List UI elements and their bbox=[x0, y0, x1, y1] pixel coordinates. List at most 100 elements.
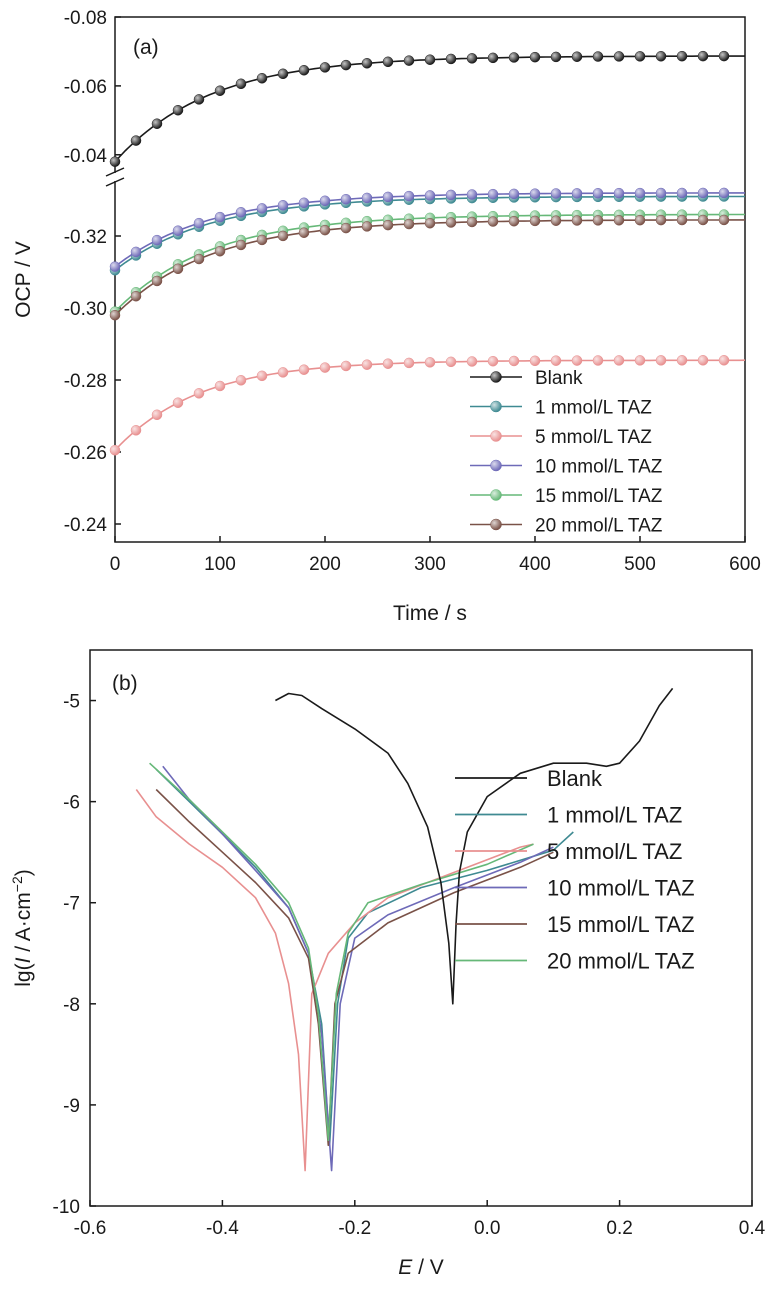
data-point bbox=[256, 72, 268, 84]
data-point bbox=[361, 58, 373, 69]
x-tick-label: 600 bbox=[729, 554, 761, 575]
data-point bbox=[340, 222, 352, 234]
data-point bbox=[235, 239, 247, 251]
data-point bbox=[214, 245, 226, 257]
data-point bbox=[214, 85, 226, 96]
data-point bbox=[382, 358, 394, 369]
data-point bbox=[193, 217, 205, 229]
y-tick-label: -10 bbox=[53, 1197, 80, 1218]
data-point bbox=[403, 55, 415, 66]
data-point bbox=[130, 425, 142, 436]
data-point bbox=[172, 397, 184, 408]
data-point bbox=[634, 51, 646, 62]
data-point bbox=[529, 51, 541, 63]
legend-label: 15 mmol/L TAZ bbox=[547, 912, 695, 937]
y-tick-label: -0.06 bbox=[64, 77, 107, 98]
series-line bbox=[155, 788, 554, 1147]
data-point bbox=[655, 355, 667, 366]
data-point bbox=[676, 50, 688, 62]
x-tick-label: 0.2 bbox=[606, 1218, 632, 1239]
data-point bbox=[592, 51, 604, 62]
data-point bbox=[235, 375, 247, 386]
data-point bbox=[529, 355, 541, 367]
data-point bbox=[718, 355, 730, 366]
data-point bbox=[109, 309, 121, 321]
data-point bbox=[193, 94, 205, 105]
data-point bbox=[319, 224, 331, 236]
y-tick-label: -0.08 bbox=[64, 8, 107, 29]
legend-label: 20 mmol/L TAZ bbox=[547, 949, 695, 974]
series-line bbox=[114, 219, 745, 316]
data-point bbox=[361, 221, 373, 232]
x-tick-label: 300 bbox=[414, 554, 446, 575]
data-point bbox=[466, 189, 478, 200]
data-point bbox=[193, 253, 205, 265]
data-point bbox=[214, 211, 226, 223]
data-point bbox=[151, 118, 163, 129]
data-point bbox=[613, 51, 625, 62]
panel-label: (b) bbox=[112, 672, 138, 695]
y-tick-label: -0.04 bbox=[64, 146, 108, 167]
legend-label: 1 mmol/L TAZ bbox=[547, 803, 682, 828]
legend-label: 5 mmol/L TAZ bbox=[547, 839, 682, 864]
series-line bbox=[149, 762, 534, 1142]
data-point bbox=[634, 187, 646, 199]
data-point bbox=[256, 234, 268, 246]
data-point bbox=[151, 409, 163, 421]
data-point bbox=[634, 355, 646, 366]
data-point bbox=[256, 203, 268, 214]
series-line bbox=[114, 195, 745, 271]
data-point bbox=[235, 207, 247, 218]
data-point bbox=[508, 52, 520, 63]
legend-label: 10 mmol/L TAZ bbox=[547, 876, 695, 901]
data-point bbox=[445, 356, 457, 368]
data-point bbox=[361, 192, 373, 204]
x-tick-label: -0.2 bbox=[338, 1218, 371, 1239]
data-point bbox=[529, 188, 541, 199]
data-point bbox=[571, 188, 583, 199]
data-point bbox=[130, 290, 142, 302]
axis-break-gap bbox=[103, 173, 127, 181]
data-point bbox=[319, 195, 331, 207]
legend-marker bbox=[490, 489, 502, 501]
data-point bbox=[592, 215, 604, 226]
data-point bbox=[214, 380, 226, 392]
data-point bbox=[424, 54, 436, 65]
data-point bbox=[613, 187, 625, 199]
data-point bbox=[445, 217, 457, 228]
data-point bbox=[298, 197, 310, 209]
data-point bbox=[340, 59, 352, 71]
data-point bbox=[571, 51, 583, 62]
ocp-chart: -0.04 -0.06 -0.08 -0.24 -0.26 -0.28 -0.30 -0.32… bbox=[12, 8, 761, 625]
data-point bbox=[424, 357, 436, 368]
series-line bbox=[162, 765, 554, 1172]
y-axis-label: lg(I / A·cm−2) bbox=[9, 869, 35, 987]
data-point bbox=[487, 355, 499, 367]
data-point bbox=[718, 187, 730, 199]
data-point bbox=[445, 189, 457, 201]
data-point bbox=[298, 227, 310, 238]
data-point bbox=[508, 215, 520, 227]
y-axis-label: OCP / V bbox=[12, 241, 35, 318]
data-point bbox=[676, 355, 688, 366]
legend-label: 20 mmol/L TAZ bbox=[535, 516, 663, 537]
data-point bbox=[172, 104, 184, 116]
x-tick-label: 500 bbox=[624, 554, 656, 575]
data-point bbox=[676, 187, 688, 199]
legend-marker bbox=[490, 518, 502, 531]
y-tick-label: -6 bbox=[63, 793, 80, 814]
legend-label: 10 mmol/L TAZ bbox=[535, 457, 663, 478]
data-point bbox=[382, 219, 394, 231]
data-point bbox=[613, 215, 625, 226]
data-point bbox=[361, 359, 373, 370]
x-tick-label: 0.4 bbox=[739, 1218, 766, 1239]
x-tick-label: -0.6 bbox=[74, 1218, 107, 1239]
y-tick-label: -0.26 bbox=[64, 443, 107, 464]
data-point bbox=[550, 188, 562, 199]
axis-break-mark bbox=[105, 177, 125, 187]
y-tick-label: -5 bbox=[63, 692, 80, 713]
data-point bbox=[592, 355, 604, 366]
series-line bbox=[114, 55, 745, 163]
data-point bbox=[382, 56, 394, 68]
data-point bbox=[319, 362, 331, 373]
